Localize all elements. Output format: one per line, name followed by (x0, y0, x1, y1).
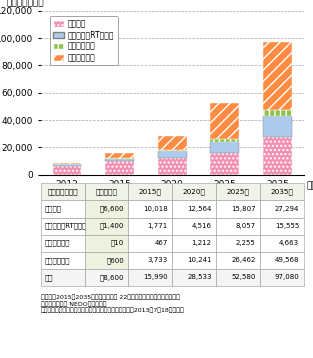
Bar (53, 164, 81, 166)
Bar (263, 110, 292, 116)
Bar (263, 116, 292, 137)
Text: （単位：億円）: （単位：億円） (7, 0, 44, 8)
X-axis label: （年）: （年） (306, 181, 313, 190)
Bar (158, 136, 187, 150)
Bar (105, 161, 134, 175)
Bar (105, 153, 134, 158)
Bar (158, 158, 187, 175)
Bar (105, 159, 134, 161)
Legend: 製造分野, ロボテク（RT）製品, 農林水産分野, サービス分野: 製造分野, ロボテク（RT）製品, 農林水産分野, サービス分野 (50, 16, 118, 65)
Bar (210, 142, 239, 153)
Bar (158, 150, 187, 151)
Text: （注）、2015～2035年の推計は平成 22年度ロボット産業将来市場調査
　　（経済省・ NEDO）による。
資料）経済産業省「ロボット産業市場動向調査結果」: （注）、2015～2035年の推計は平成 22年度ロボット産業将来市場調査 （経… (41, 295, 184, 313)
Bar (263, 137, 292, 175)
Bar (105, 158, 134, 159)
Bar (210, 153, 239, 175)
Bar (210, 139, 239, 142)
Bar (158, 151, 187, 158)
Bar (53, 163, 81, 164)
Bar (210, 103, 239, 139)
Bar (53, 166, 81, 175)
Bar (263, 42, 292, 110)
